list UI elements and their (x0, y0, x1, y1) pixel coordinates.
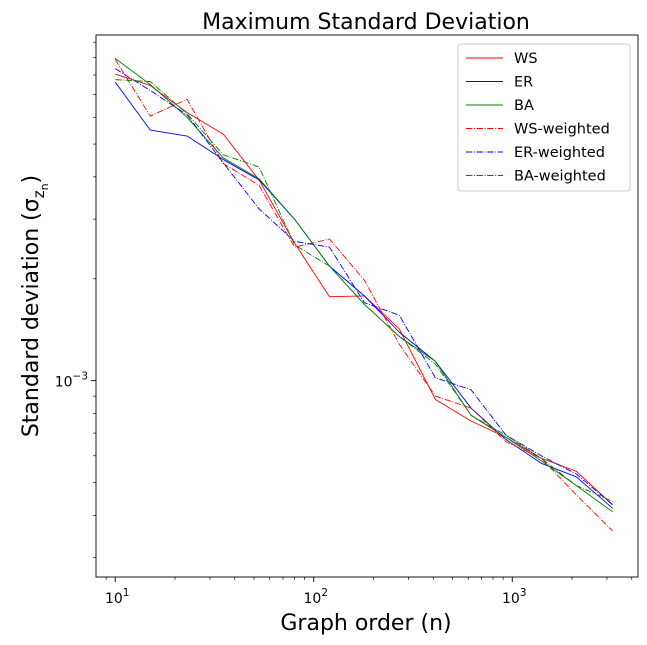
series-line-ba-weighted (115, 79, 613, 502)
legend-label-er: ER (514, 75, 533, 91)
x-tick-label: 103 (502, 587, 527, 607)
y-axis-label: Standard deviation (σzn) (19, 175, 51, 437)
legend: WS ER BA WS-weighted ER-weighted BA-weighted (457, 43, 631, 192)
legend-label-ba-weighted: BA-weighted (514, 169, 606, 185)
x-axis-label: Graph order (n) (280, 611, 451, 636)
series-group (114, 58, 613, 532)
legend-label-ws: WS (514, 51, 538, 67)
legend-label-ba: BA (514, 98, 534, 114)
series-line-ws-weighted (114, 59, 613, 532)
x-tick-label: 101 (105, 587, 130, 607)
x-tick-label: 102 (303, 587, 328, 607)
y-tick-label: 10−3 (55, 371, 88, 391)
legend-box (457, 43, 631, 192)
legend-label-er-weighted: ER-weighted (514, 145, 605, 161)
legend-label-ws-weighted: WS-weighted (514, 122, 610, 138)
plot-frame (95, 34, 639, 578)
chart-title: Maximum Standard Deviation (202, 10, 530, 35)
series-line-er-weighted (115, 68, 613, 506)
series-line-er (114, 81, 613, 509)
plot-area: 101 102 103 10−3 (55, 34, 639, 607)
